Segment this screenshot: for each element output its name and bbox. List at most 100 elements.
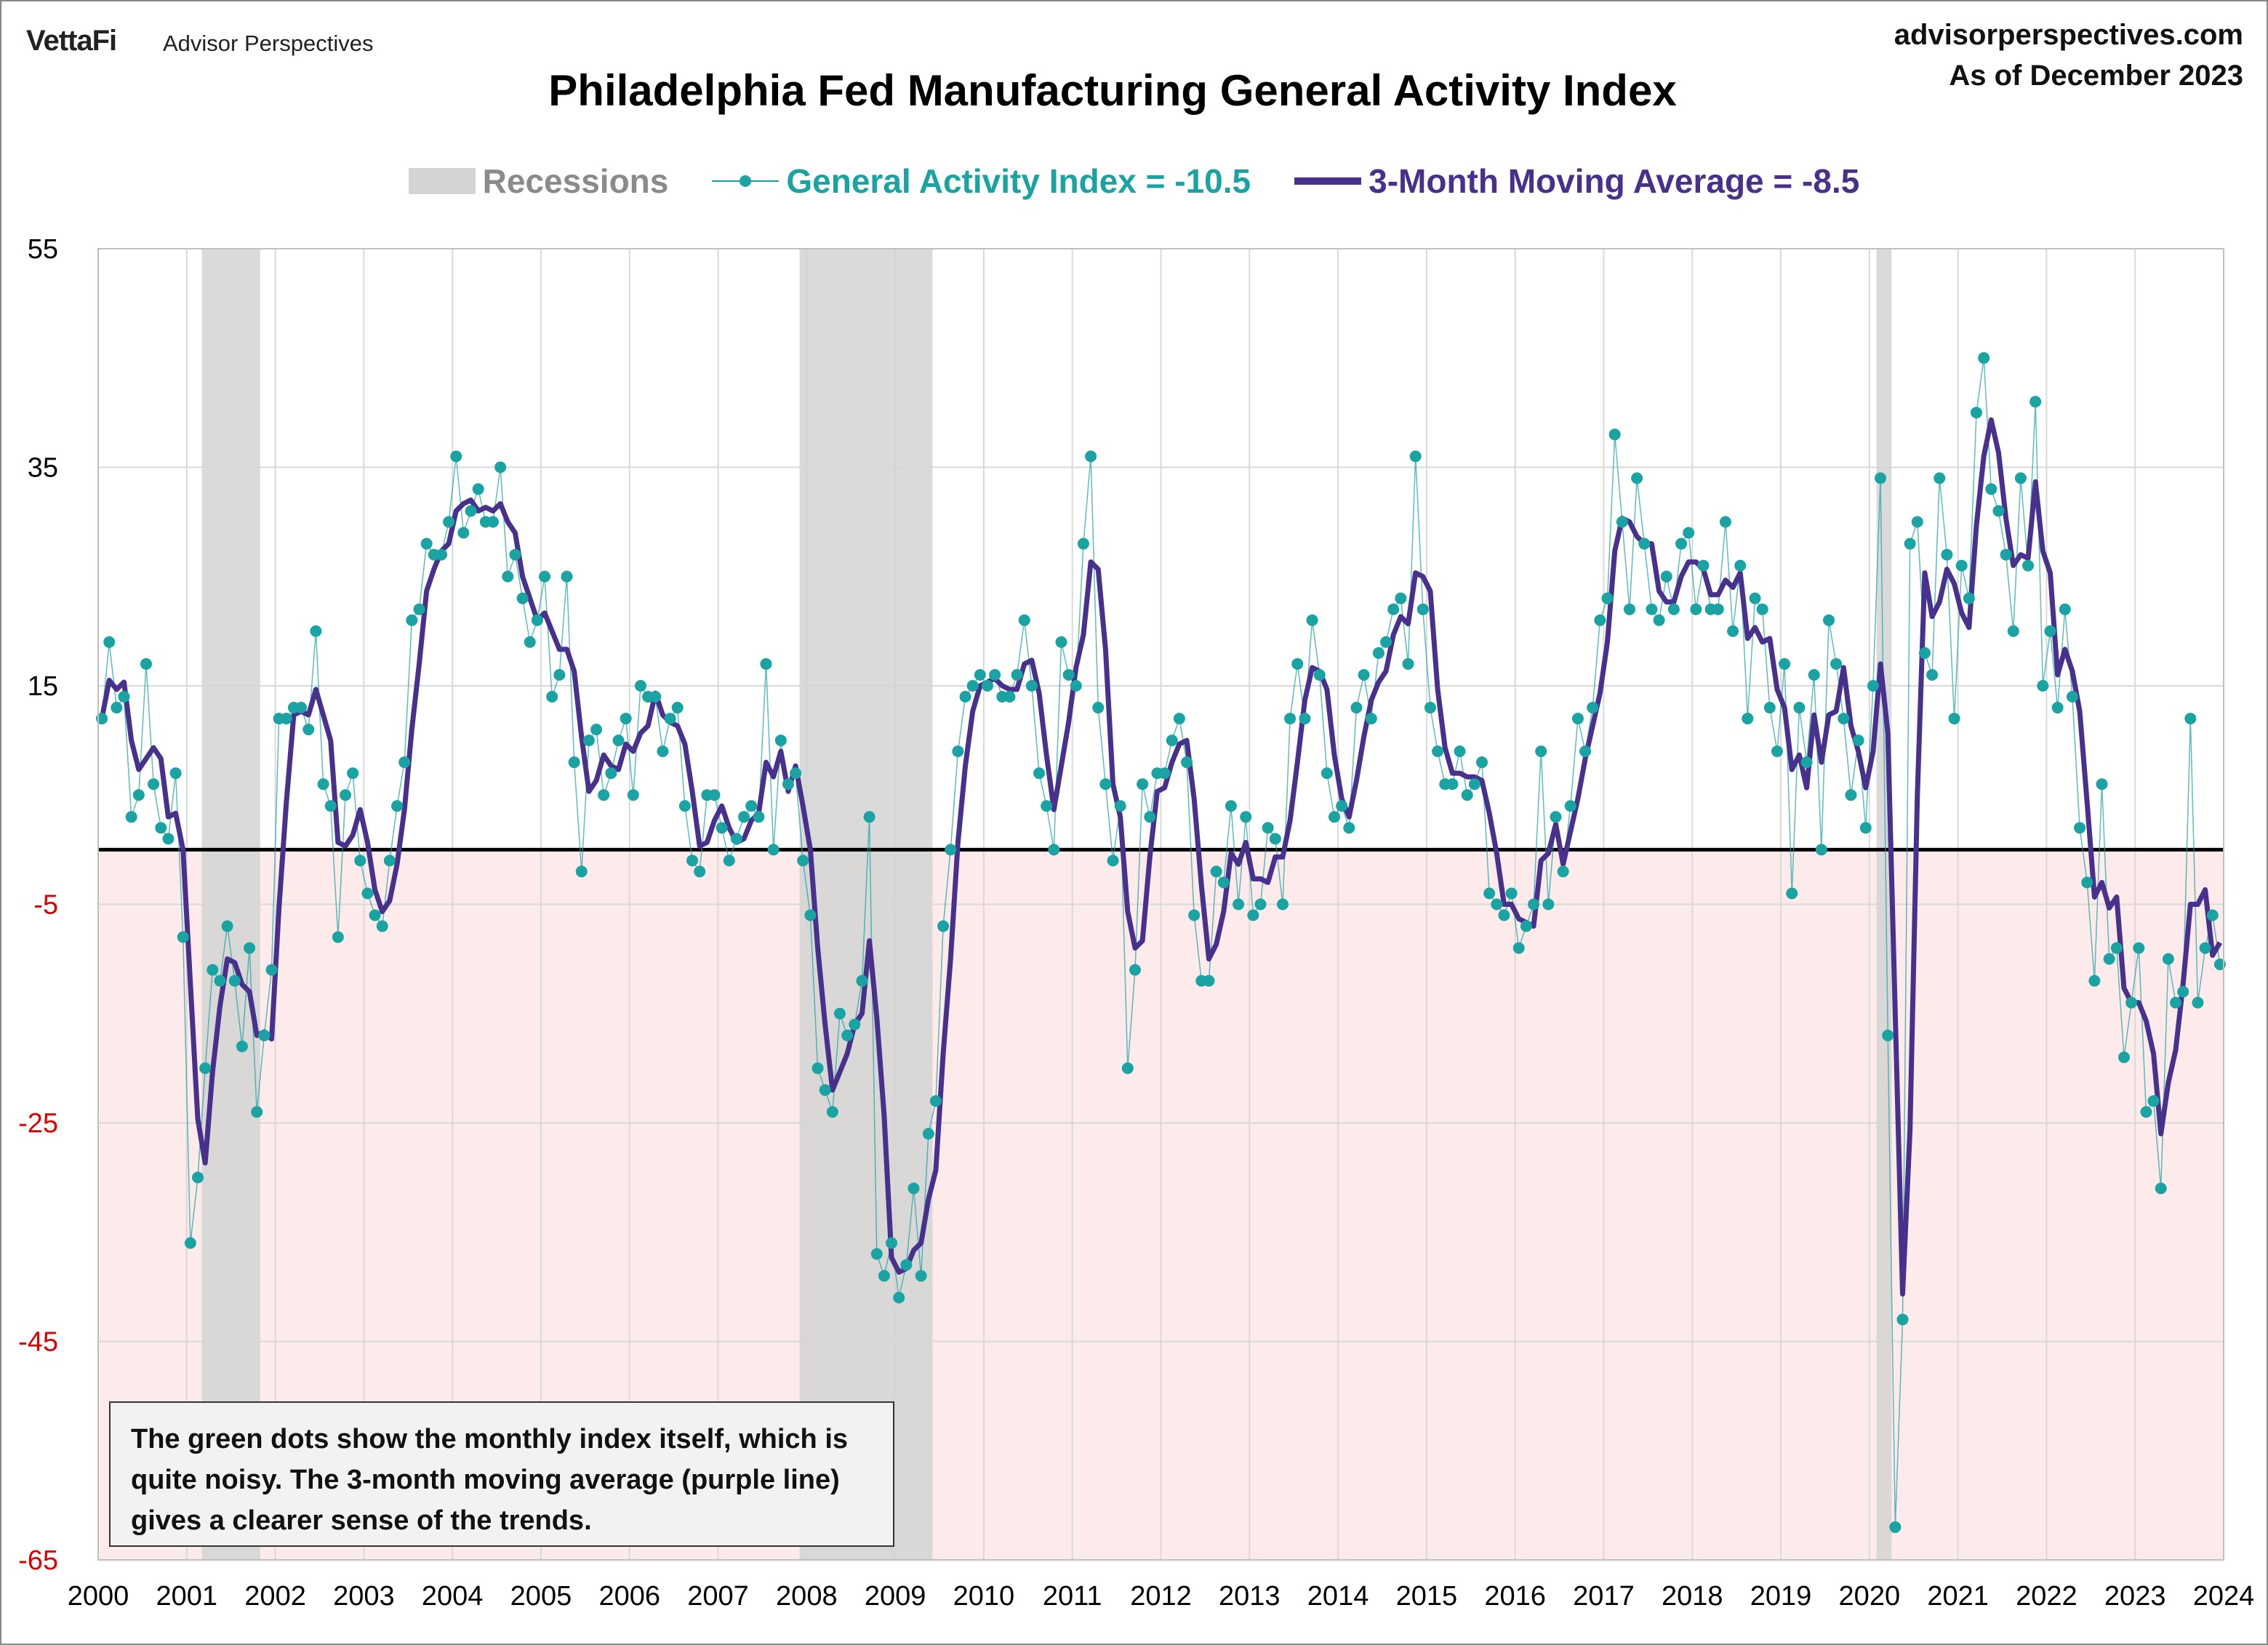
data-point bbox=[1786, 887, 1798, 900]
y-tick-label: 35 bbox=[28, 453, 58, 484]
data-point bbox=[1121, 1062, 1134, 1074]
data-point bbox=[1608, 428, 1621, 441]
data-point bbox=[1025, 680, 1038, 692]
data-point bbox=[1269, 833, 1281, 845]
data-point bbox=[295, 702, 308, 714]
data-point bbox=[111, 702, 123, 714]
data-point bbox=[1638, 537, 1651, 550]
data-point bbox=[184, 1237, 196, 1249]
data-point bbox=[671, 702, 684, 714]
x-tick-label: 2013 bbox=[1219, 1581, 1281, 1612]
data-point bbox=[494, 461, 507, 473]
x-tick-label: 2002 bbox=[244, 1581, 306, 1612]
legend-ma-label: 3-Month Moving Average = -8.5 bbox=[1369, 162, 1860, 200]
data-point bbox=[2074, 822, 2086, 834]
data-point bbox=[207, 964, 219, 976]
data-point bbox=[694, 865, 706, 878]
data-point bbox=[1867, 680, 1879, 692]
data-point bbox=[376, 920, 388, 932]
data-point bbox=[1512, 942, 1525, 954]
data-point bbox=[1003, 691, 1016, 703]
data-point bbox=[878, 1270, 890, 1282]
data-point bbox=[1800, 756, 1813, 769]
data-point bbox=[398, 756, 411, 769]
legend-recessions: Recessions bbox=[408, 161, 669, 201]
data-point bbox=[782, 778, 794, 791]
annotation-box: The green dots show the monthly index it… bbox=[109, 1401, 894, 1547]
data-point bbox=[753, 811, 765, 823]
data-point bbox=[1779, 657, 1791, 670]
legend-recessions-label: Recessions bbox=[482, 162, 669, 200]
data-point bbox=[2206, 909, 2219, 921]
data-point bbox=[1875, 472, 1887, 484]
data-point bbox=[221, 920, 233, 932]
data-point bbox=[413, 603, 425, 615]
data-point bbox=[340, 789, 352, 801]
data-point bbox=[1934, 472, 1946, 484]
data-point bbox=[1823, 614, 1835, 626]
data-point bbox=[1343, 822, 1355, 834]
data-point bbox=[1011, 668, 1023, 681]
data-point bbox=[966, 680, 979, 692]
data-point bbox=[1321, 767, 1333, 780]
x-tick-label: 2020 bbox=[1839, 1581, 1901, 1612]
data-point bbox=[486, 516, 499, 528]
data-point bbox=[302, 724, 315, 736]
data-point bbox=[922, 1128, 934, 1140]
data-point bbox=[169, 767, 182, 780]
x-tick-label: 2022 bbox=[2016, 1581, 2077, 1612]
x-tick-label: 2001 bbox=[156, 1581, 218, 1612]
data-point bbox=[561, 570, 573, 583]
data-point bbox=[1077, 537, 1089, 550]
data-point bbox=[1454, 745, 1466, 758]
data-point bbox=[664, 713, 676, 725]
recession-swatch bbox=[408, 168, 476, 194]
data-point bbox=[2088, 974, 2101, 987]
data-point bbox=[1254, 898, 1267, 910]
data-point bbox=[1225, 800, 1237, 812]
data-point bbox=[915, 1270, 927, 1282]
data-point bbox=[870, 1248, 883, 1260]
data-point bbox=[945, 844, 957, 856]
data-point bbox=[1838, 713, 1850, 725]
legend: Recessions General Activity Index = -10.… bbox=[0, 161, 2268, 201]
data-point bbox=[1144, 811, 1156, 823]
data-point bbox=[465, 505, 477, 517]
x-tick-label: 2012 bbox=[1130, 1581, 1192, 1612]
data-point bbox=[1815, 844, 1827, 856]
data-point bbox=[177, 931, 189, 943]
data-point bbox=[952, 745, 964, 758]
data-point bbox=[2155, 1182, 2167, 1195]
data-point bbox=[1276, 898, 1289, 910]
data-point bbox=[2162, 953, 2174, 965]
data-point bbox=[929, 1094, 942, 1107]
data-point bbox=[1882, 1029, 1894, 1041]
data-point bbox=[686, 854, 699, 867]
data-point bbox=[1918, 647, 1931, 659]
data-point bbox=[1291, 657, 1304, 670]
data-point bbox=[2110, 942, 2123, 954]
x-tick-label: 2021 bbox=[1927, 1581, 1989, 1612]
data-point bbox=[2103, 953, 2115, 965]
data-point bbox=[2000, 548, 2012, 561]
data-point bbox=[1852, 735, 1864, 747]
recession-band bbox=[201, 249, 260, 1560]
data-point bbox=[1963, 592, 1975, 604]
data-point bbox=[406, 614, 418, 626]
data-point bbox=[1505, 887, 1518, 900]
data-point bbox=[1904, 537, 1916, 550]
legend-index: General Activity Index = -10.5 bbox=[712, 161, 1251, 201]
data-point bbox=[1763, 702, 1776, 714]
data-point bbox=[324, 800, 337, 812]
y-tick-label: 15 bbox=[28, 671, 58, 702]
moving-average-line bbox=[99, 417, 2222, 1297]
data-point bbox=[509, 548, 521, 561]
data-point bbox=[1099, 778, 1112, 791]
data-point bbox=[502, 570, 514, 583]
data-point bbox=[2044, 625, 2056, 637]
data-point bbox=[730, 833, 742, 845]
data-point bbox=[132, 789, 145, 801]
data-point bbox=[1468, 778, 1480, 791]
x-tick-label: 2004 bbox=[422, 1581, 484, 1612]
data-point bbox=[1564, 800, 1576, 812]
